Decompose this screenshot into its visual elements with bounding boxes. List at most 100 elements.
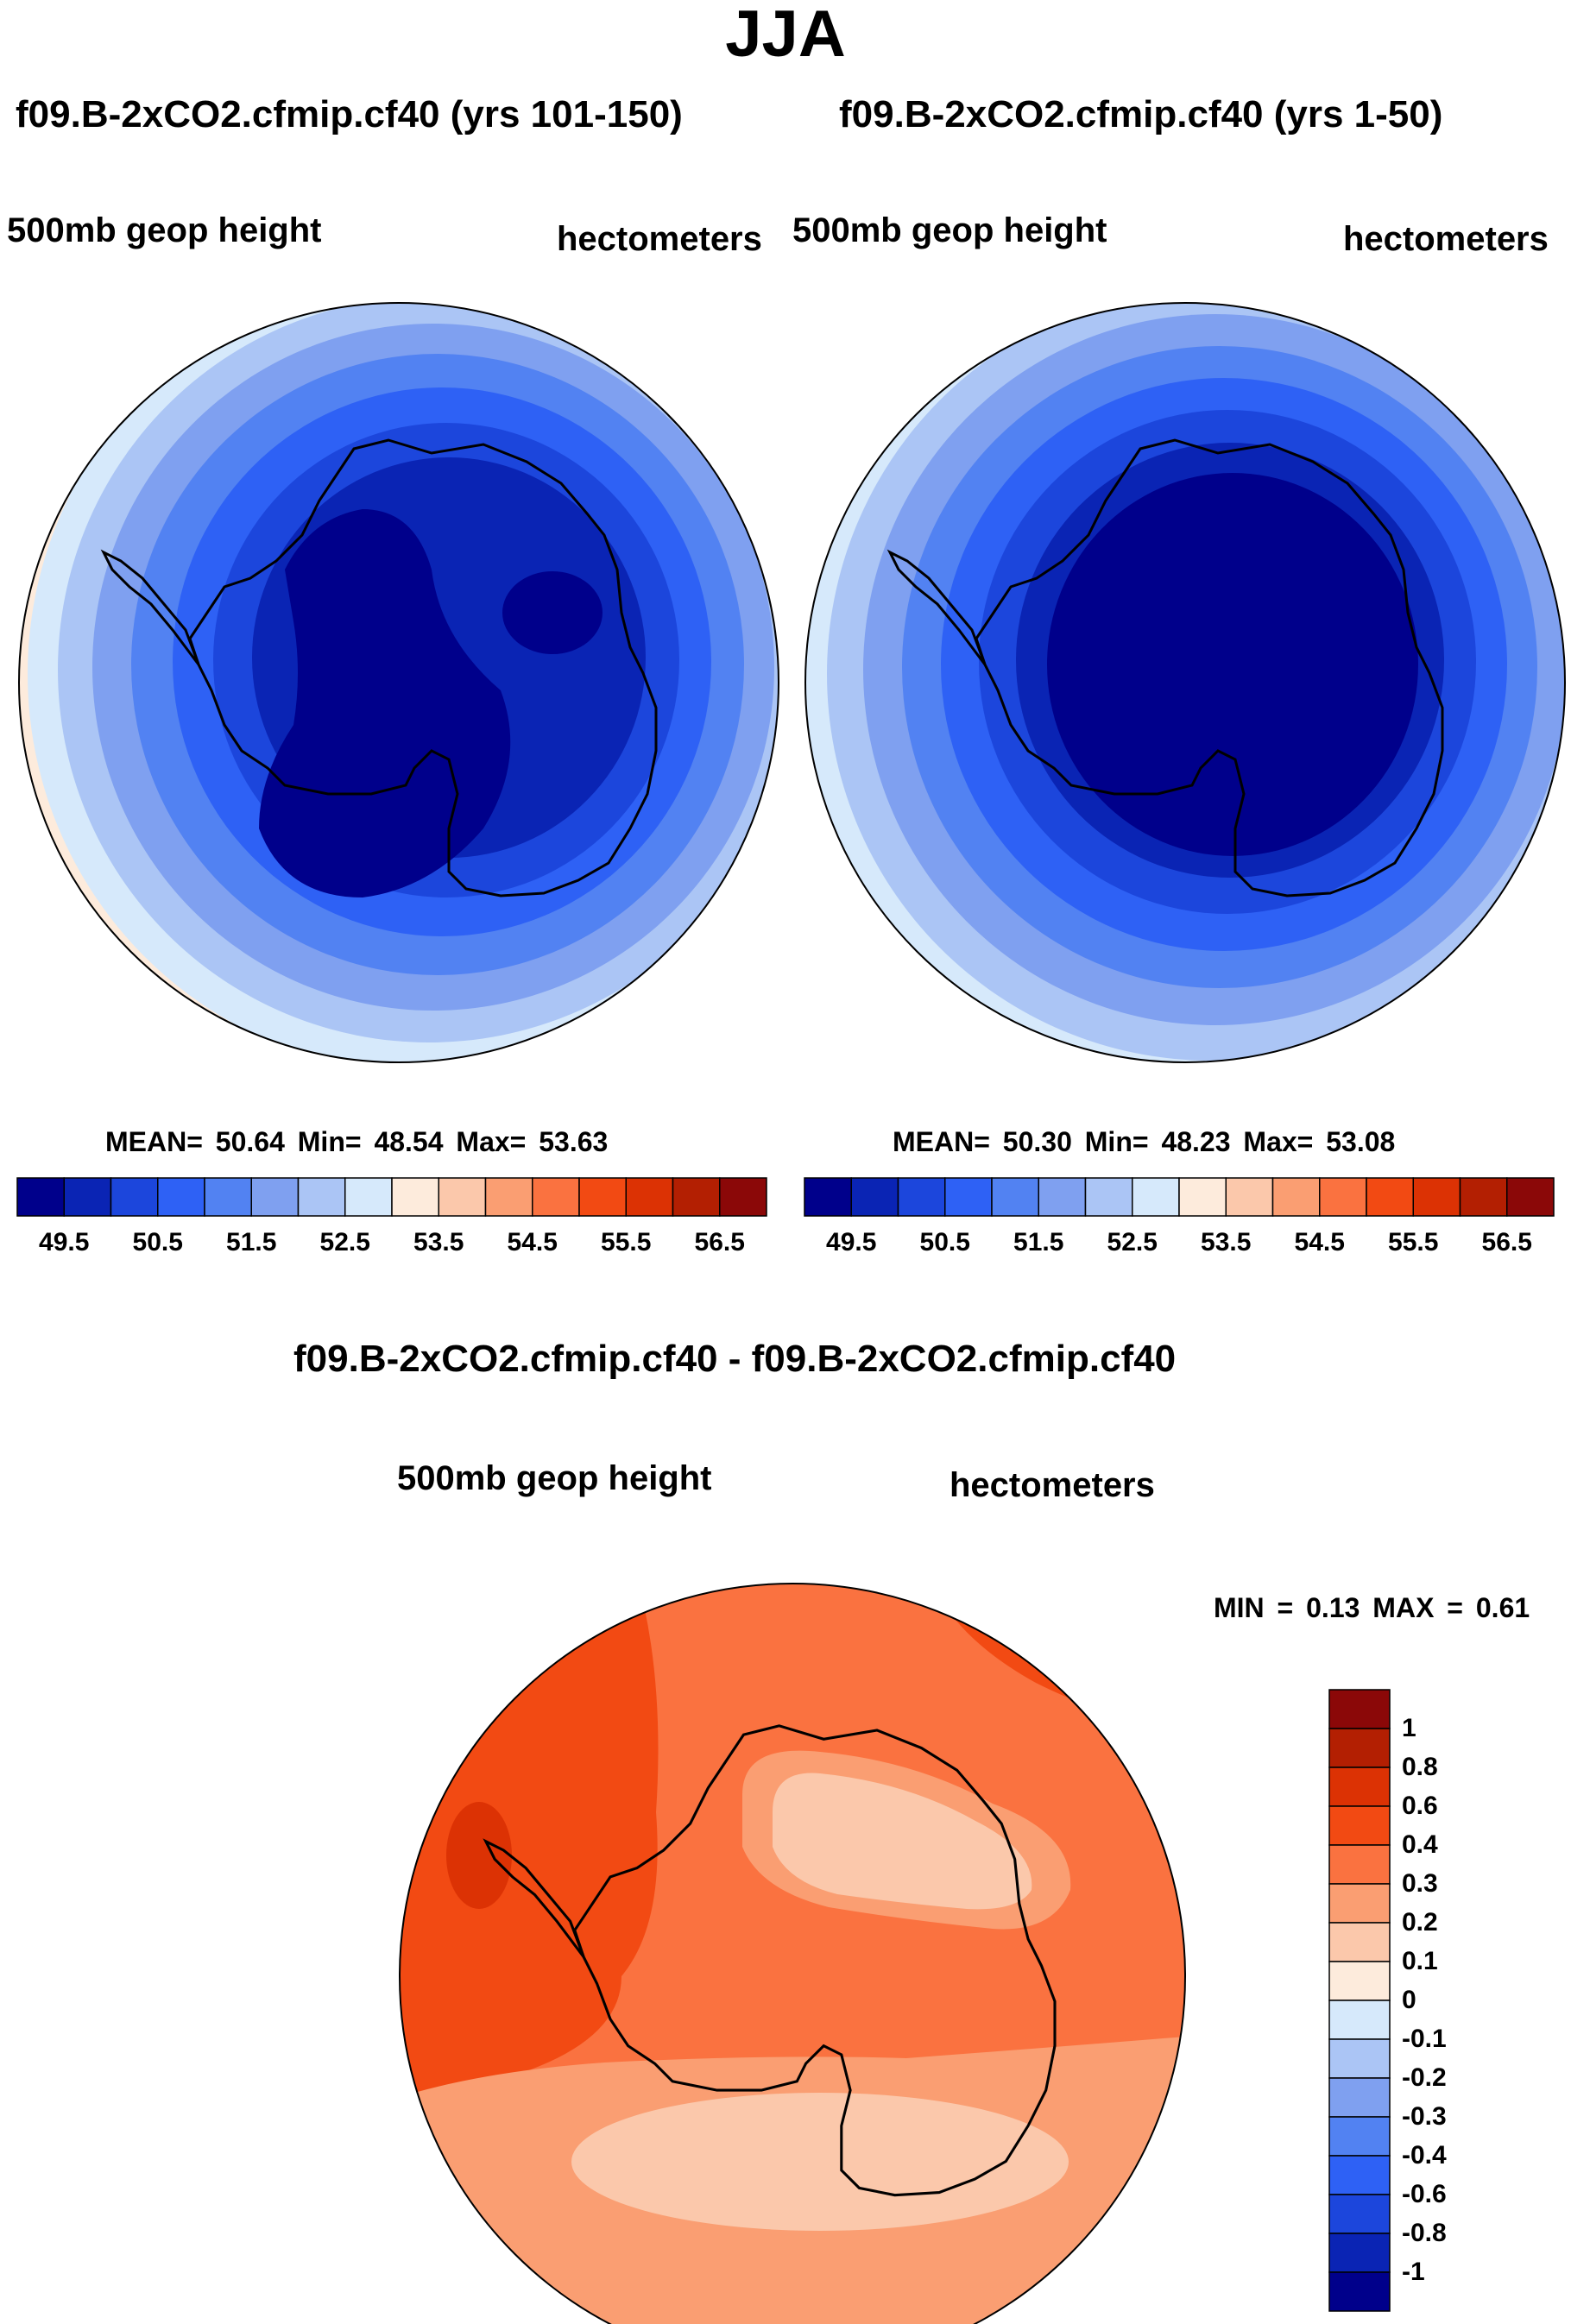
- panel2-colorbar-swatch: [1132, 1177, 1180, 1217]
- panel3-colorbar-swatch: [1328, 1883, 1391, 1924]
- panel2-colorbar-tick-label: 49.5: [826, 1228, 877, 1256]
- panel2-min-value: 48.23: [1161, 1126, 1231, 1157]
- panel3-colorbar-swatch: [1328, 1689, 1391, 1729]
- panel3-colorbar-swatch: [1328, 2077, 1391, 2118]
- panel2-colorbar-swatch: [850, 1177, 899, 1217]
- panel2-max-value: 53.08: [1326, 1126, 1396, 1157]
- panel1-colorbar-swatch: [250, 1177, 300, 1217]
- panel1-colorbar-swatch: [344, 1177, 393, 1217]
- panel2-mean-value: 50.30: [1002, 1126, 1072, 1157]
- panel3-colorbar-swatch: [1328, 2155, 1391, 2195]
- panel3-stats: MIN = 0.13 MAX = 0.61: [1214, 1591, 1530, 1624]
- panel2-map: [804, 302, 1566, 1063]
- panel1-units-label: hectometers: [557, 220, 762, 258]
- panel2-colorbar-swatch: [1459, 1177, 1508, 1217]
- panel3-colorbar-tick-label: 0.3: [1402, 1869, 1438, 1898]
- panel1-colorbar-swatch: [297, 1177, 346, 1217]
- panel1-min-value: 48.54: [374, 1126, 444, 1157]
- panel1-colorbar-swatch: [391, 1177, 439, 1217]
- panel1-colorbar-tick-label: 55.5: [601, 1228, 652, 1256]
- panel3-colorbar-swatch: [1328, 1767, 1391, 1807]
- panel3-colorbar-swatch: [1328, 2233, 1391, 2273]
- panel2-colorbar-swatch: [1178, 1177, 1227, 1217]
- panel3-min-label: MIN =: [1214, 1592, 1294, 1623]
- panel1-colorbar-tick-label: 56.5: [694, 1228, 745, 1256]
- panel2-colorbar-swatch: [804, 1177, 852, 1217]
- panel3-colorbar-swatch: [1328, 1922, 1391, 1962]
- panel3-colorbar-tick-label: -0.2: [1402, 2063, 1447, 2092]
- panel3-colorbar-tick-label: -0.1: [1402, 2025, 1447, 2053]
- panel3-map: [399, 1583, 1186, 2324]
- panel2-colorbar-swatch: [1319, 1177, 1367, 1217]
- panel1-colorbar-swatch: [204, 1177, 252, 1217]
- panel3-max-value: 0.61: [1475, 1592, 1530, 1623]
- panel2-stats: MEAN= 50.30 Min= 48.23 Max= 53.08: [893, 1125, 1395, 1158]
- panel3-colorbar-tick-label: 0.8: [1402, 1753, 1438, 1781]
- panel3-colorbar-tick-label: 0.2: [1402, 1908, 1438, 1937]
- panel3-colorbar-swatch: [1328, 1728, 1391, 1768]
- panel2-colorbar-tick-label: 54.5: [1294, 1228, 1345, 1256]
- panel3-colorbar-tick-label: 0.4: [1402, 1830, 1438, 1859]
- panel3-min-value: 0.13: [1306, 1592, 1360, 1623]
- panel3-colorbar-swatch: [1328, 2271, 1391, 2312]
- panel1-colorbar-tick-label: 54.5: [507, 1228, 558, 1256]
- panel3-max-label: MAX =: [1372, 1592, 1463, 1623]
- panel3-colorbar-swatch: [1328, 2116, 1391, 2157]
- panel1-mean-label: MEAN=: [105, 1126, 203, 1157]
- panel2-max-label: Max=: [1243, 1126, 1314, 1157]
- panel1-colorbar-swatch: [484, 1177, 533, 1217]
- panel3-colorbar-tick-label: 0.1: [1402, 1947, 1438, 1975]
- panel1-colorbar-tick-label: 52.5: [319, 1228, 370, 1256]
- panel1-colorbar-swatch: [16, 1177, 65, 1217]
- panel3-colorbar-swatch: [1328, 1961, 1391, 2001]
- panel1-map: [18, 302, 779, 1063]
- panel1-colorbar-swatch: [438, 1177, 487, 1217]
- panel2-colorbar-swatch: [1038, 1177, 1087, 1217]
- panel2-colorbar-swatch: [991, 1177, 1039, 1217]
- panel2-mean-label: MEAN=: [893, 1126, 990, 1157]
- panel3-field-label: 500mb geop height: [397, 1459, 712, 1497]
- panel1-colorbar-swatch: [625, 1177, 674, 1217]
- panel1-field-label: 500mb geop height: [7, 211, 322, 249]
- panel2-colorbar: [804, 1177, 1555, 1217]
- panel2-colorbar-swatch: [1506, 1177, 1555, 1217]
- panel1-colorbar-swatch: [672, 1177, 721, 1217]
- panel3-colorbar: [1328, 1689, 1391, 2312]
- panel1-colorbar-swatch: [578, 1177, 627, 1217]
- panel1-colorbar-tick-label: 50.5: [132, 1228, 183, 1256]
- panel2-colorbar-tick-label: 53.5: [1201, 1228, 1252, 1256]
- panel2-colorbar-swatch: [1412, 1177, 1461, 1217]
- panel2-colorbar-tick-label: 56.5: [1481, 1228, 1532, 1256]
- panel2-colorbar-tick-label: 55.5: [1388, 1228, 1439, 1256]
- panel2-colorbar-swatch: [1225, 1177, 1274, 1217]
- panel3-units-label: hectometers: [950, 1466, 1155, 1504]
- panel1-case-title: f09.B-2xCO2.cfmip.cf40 (yrs 101-150): [16, 93, 683, 135]
- panel1-colorbar-swatch: [719, 1177, 767, 1217]
- panel1-mean-value: 50.64: [215, 1126, 285, 1157]
- panel3-colorbar-swatch: [1328, 2000, 1391, 2040]
- panel2-colorbar-swatch: [1084, 1177, 1133, 1217]
- panel2-colorbar-swatch: [944, 1177, 993, 1217]
- panel3-colorbar-tick-label: 1: [1402, 1714, 1416, 1742]
- panel2-colorbar-tick-label: 51.5: [1013, 1228, 1064, 1256]
- panel1-colorbar: [16, 1177, 767, 1217]
- panel1-min-label: Min=: [297, 1126, 362, 1157]
- panel3-colorbar-tick-label: -0.6: [1402, 2180, 1447, 2208]
- panel1-colorbar-tick-label: 49.5: [39, 1228, 90, 1256]
- panel3-colorbar-tick-label: -1: [1402, 2258, 1425, 2286]
- panel3-colorbar-tick-label: 0.6: [1402, 1792, 1438, 1820]
- panel2-units-label: hectometers: [1343, 220, 1549, 258]
- panel3-colorbar-swatch: [1328, 2038, 1391, 2079]
- panel3-colorbar-swatch: [1328, 1805, 1391, 1846]
- main-title: JJA: [725, 0, 846, 71]
- panel1-max-label: Max=: [456, 1126, 527, 1157]
- panel1-max-value: 53.63: [539, 1126, 609, 1157]
- panel3-colorbar-tick-label: -0.4: [1402, 2141, 1447, 2170]
- panel3-colorbar-swatch: [1328, 2194, 1391, 2234]
- panel2-case-title: f09.B-2xCO2.cfmip.cf40 (yrs 1-50): [839, 93, 1443, 135]
- panel2-field-label: 500mb geop height: [792, 211, 1107, 249]
- panel1-colorbar-tick-label: 53.5: [413, 1228, 464, 1256]
- panel2-colorbar-swatch: [897, 1177, 946, 1217]
- panel1-colorbar-swatch: [63, 1177, 112, 1217]
